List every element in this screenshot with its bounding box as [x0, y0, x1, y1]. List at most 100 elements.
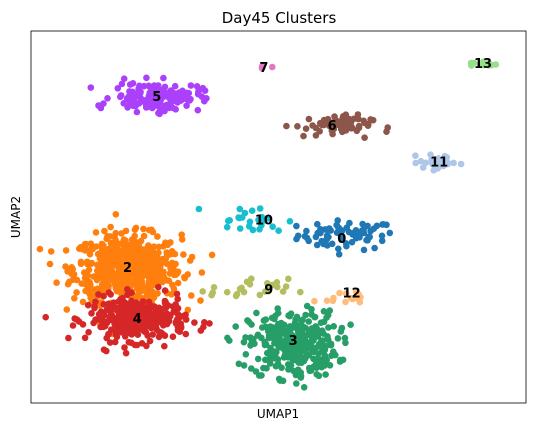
cluster-2-point: [178, 231, 185, 238]
cluster-2-point: [107, 223, 114, 231]
cluster-3-point: [285, 348, 293, 356]
cluster-4-point: [182, 311, 189, 319]
cluster-3-point: [247, 334, 254, 341]
cluster-2-point: [110, 259, 118, 266]
cluster-11-point: [428, 158, 436, 166]
cluster-4-point: [161, 297, 169, 305]
cluster-6-point: [302, 125, 310, 132]
cluster-3-point: [281, 339, 288, 346]
cluster-6-point: [305, 115, 313, 123]
cluster-2-point: [71, 295, 78, 302]
cluster-2-point: [87, 240, 95, 247]
cluster-label-3: 3: [289, 334, 298, 349]
cluster-3-point: [281, 330, 289, 338]
cluster-5-point: [170, 95, 177, 102]
cluster-10-point: [241, 209, 249, 217]
cluster-0-point: [333, 229, 341, 236]
cluster-4-point: [157, 329, 165, 336]
cluster-4-point: [133, 341, 141, 349]
cluster-2-point: [160, 243, 167, 250]
cluster-4-point: [105, 289, 113, 296]
cluster-4-point: [119, 294, 126, 302]
cluster-3-point: [297, 374, 305, 381]
cluster-5-point: [97, 104, 105, 112]
cluster-2-point: [91, 286, 98, 293]
cluster-3-point: [317, 319, 325, 327]
cluster-6-point: [316, 128, 324, 135]
cluster-2-point: [145, 273, 153, 281]
cluster-4-point: [173, 290, 181, 298]
cluster-5-point: [131, 99, 138, 106]
cluster-2-point: [197, 297, 204, 304]
cluster-2-point: [181, 274, 188, 282]
cluster-9-point: [199, 288, 206, 295]
cluster-3-point: [302, 311, 309, 319]
cluster-3-point: [292, 316, 299, 323]
cluster-3-point: [318, 363, 326, 371]
cluster-0-point: [371, 244, 378, 252]
cluster-3-point: [285, 312, 292, 319]
cluster-5-point: [117, 92, 125, 99]
cluster-2-point: [198, 269, 206, 276]
cluster-0-point: [323, 232, 331, 239]
cluster-7-point: [269, 63, 276, 71]
cluster-0-point: [293, 222, 300, 230]
cluster-3-point: [310, 355, 317, 363]
cluster-3-point: [338, 324, 346, 332]
cluster-3-point: [324, 336, 332, 344]
cluster-5-point: [104, 95, 111, 102]
cluster-3-point: [297, 349, 304, 357]
cluster-2-point: [46, 260, 54, 268]
cluster-0-point: [386, 229, 394, 237]
cluster-3-point: [306, 367, 314, 375]
cluster-4-point: [84, 301, 92, 309]
cluster-3-point: [244, 317, 251, 324]
cluster-4-point: [200, 323, 207, 331]
cluster-12-point: [336, 289, 343, 297]
cluster-4-point: [88, 310, 95, 317]
cluster-4-point: [139, 300, 146, 308]
cluster-3-point: [334, 335, 342, 342]
cluster-2-point: [119, 263, 127, 271]
cluster-5-point: [175, 96, 183, 103]
cluster-4-point: [167, 312, 174, 319]
cluster-3-point: [265, 334, 273, 342]
cluster-0-point: [324, 226, 332, 233]
cluster-4-point: [121, 344, 128, 351]
cluster-3-point: [311, 313, 319, 321]
cluster-4-point: [155, 283, 162, 291]
cluster-2-point: [131, 232, 138, 240]
cluster-5-point: [199, 84, 207, 92]
cluster-5-point: [156, 104, 163, 111]
cluster-3-point: [271, 315, 278, 323]
cluster-4-point: [125, 338, 133, 346]
cluster-4-point: [105, 330, 112, 338]
cluster-9-point: [210, 284, 218, 291]
cluster-3-point: [253, 309, 260, 317]
cluster-2-point: [135, 242, 143, 250]
cluster-4-point: [114, 306, 122, 314]
cluster-4-point: [95, 291, 102, 298]
cluster-12-point: [330, 294, 337, 302]
cluster-10-point: [224, 217, 232, 225]
cluster-2-point: [108, 267, 116, 275]
cluster-4-point: [128, 305, 135, 313]
cluster-label-7: 7: [259, 61, 268, 76]
cluster-0-point: [348, 238, 356, 246]
cluster-6-point: [300, 132, 307, 140]
y-axis-label: UMAP2: [9, 196, 23, 238]
cluster-2-point: [103, 235, 110, 243]
cluster-7-point: [258, 63, 266, 70]
cluster-9-point: [285, 275, 292, 283]
cluster-5-point: [134, 92, 142, 99]
cluster-5-point: [87, 84, 95, 91]
cluster-5-point: [171, 82, 179, 90]
cluster-3-point: [302, 324, 310, 332]
cluster-2-point: [137, 237, 145, 245]
cluster-2-point: [133, 285, 141, 292]
cluster-12-point: [343, 290, 350, 297]
cluster-4-point: [91, 302, 98, 310]
cluster-12-point: [323, 297, 331, 305]
cluster-4-point: [103, 347, 110, 355]
